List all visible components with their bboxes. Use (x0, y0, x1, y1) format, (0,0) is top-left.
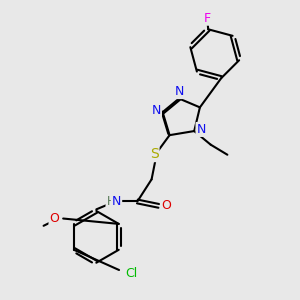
Text: F: F (204, 12, 211, 25)
Text: H: H (106, 195, 115, 208)
Text: O: O (161, 200, 171, 212)
Text: N: N (152, 104, 161, 117)
Text: N: N (174, 85, 184, 98)
Text: Cl: Cl (125, 267, 138, 280)
Text: O: O (50, 212, 59, 225)
Text: S: S (150, 147, 158, 161)
Text: N: N (112, 195, 121, 208)
Text: N: N (196, 123, 206, 136)
